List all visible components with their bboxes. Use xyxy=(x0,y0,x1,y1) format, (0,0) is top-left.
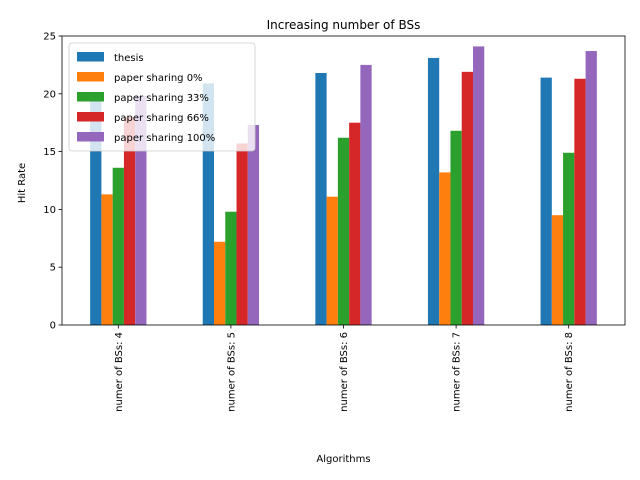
legend-swatch xyxy=(77,52,104,62)
x-tick-label: numer of BSs: 5 xyxy=(226,332,237,412)
bar xyxy=(472,46,485,326)
x-axis: numer of BSs: 4 numer of BSs: 5 numer of B… xyxy=(114,325,575,412)
bar xyxy=(450,130,462,325)
bars-group xyxy=(90,46,597,326)
bar xyxy=(360,64,372,326)
bar xyxy=(202,83,215,326)
bar xyxy=(214,241,226,325)
y-tick-label: 15 xyxy=(43,147,56,158)
bar xyxy=(225,211,237,325)
bar xyxy=(101,194,113,325)
chart-title: Increasing number of BSs xyxy=(267,18,421,32)
y-tick-label: 20 xyxy=(43,89,56,100)
bar xyxy=(123,116,136,325)
legend-swatch xyxy=(77,132,104,142)
bar xyxy=(349,122,361,325)
y-tick-label: 5 xyxy=(50,263,56,274)
bar xyxy=(439,172,451,325)
y-axis-label: Hit Rate xyxy=(17,163,28,203)
bar xyxy=(427,57,440,326)
bar xyxy=(112,167,124,325)
legend-swatch xyxy=(77,72,104,82)
legend-label: paper sharing 33% xyxy=(114,93,209,104)
plot-frame xyxy=(61,35,626,326)
y-axis: 0 5 10 15 20 25 xyxy=(43,32,62,332)
bar xyxy=(461,71,473,325)
x-tick-label: numer of BSs: 4 xyxy=(114,332,125,412)
x-tick-label: numer of BSs: 6 xyxy=(339,332,350,412)
legend-swatch xyxy=(77,92,104,102)
bar xyxy=(315,72,327,325)
y-tick-label: 0 xyxy=(50,321,56,332)
legend-box xyxy=(68,42,256,152)
x-tick-label: numer of BSs: 8 xyxy=(564,332,575,412)
x-tick-label: numer of BSs: 7 xyxy=(452,332,463,412)
bar xyxy=(563,152,575,325)
legend: thesis paper sharing 0% paper sharing 33% p… xyxy=(68,42,256,152)
y-tick-label: 25 xyxy=(43,32,56,43)
bar xyxy=(337,137,350,325)
y-tick-label: 10 xyxy=(43,205,56,216)
x-axis-label: Algorithms xyxy=(316,454,370,465)
legend-label: paper sharing 66% xyxy=(114,113,209,124)
legend-swatch xyxy=(77,112,104,122)
legend-label: paper sharing 100% xyxy=(114,133,215,144)
bar xyxy=(326,196,338,325)
bar xyxy=(585,51,597,325)
legend-label: thesis xyxy=(114,53,144,64)
bar xyxy=(540,77,552,325)
bar xyxy=(574,78,586,325)
bar xyxy=(247,125,260,326)
bar xyxy=(236,143,248,325)
bar xyxy=(135,96,147,325)
bar xyxy=(90,98,102,325)
legend-label: paper sharing 0% xyxy=(114,73,203,84)
bar xyxy=(551,215,564,325)
